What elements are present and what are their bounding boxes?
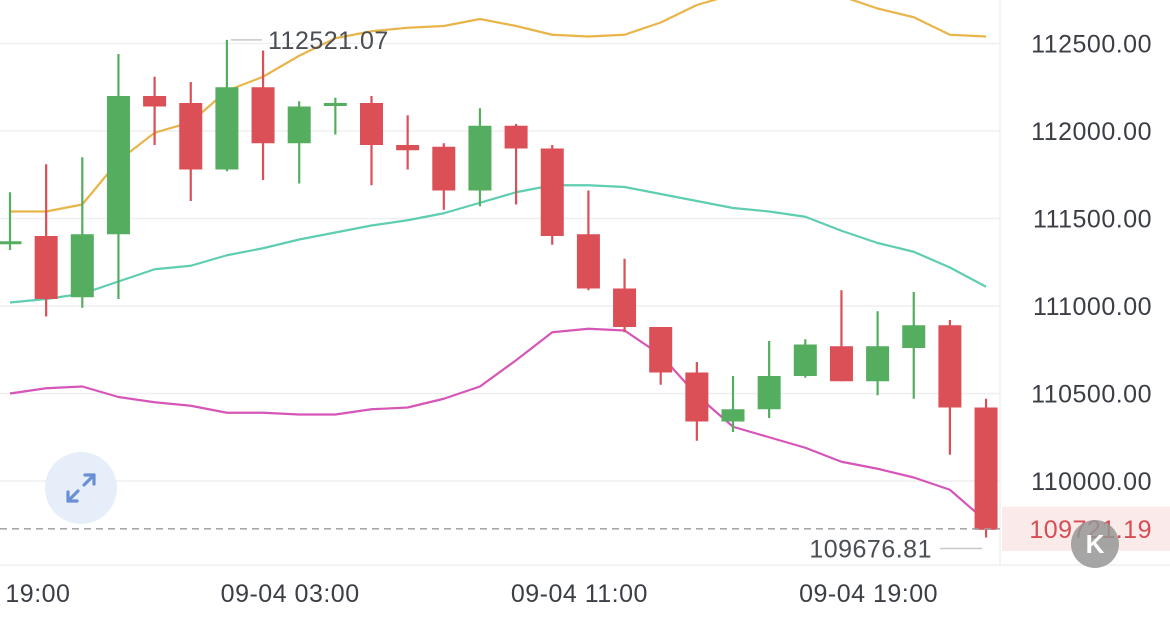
- price-tick-label: 111500.00: [1033, 206, 1152, 234]
- time-tick-label: 09-03 19:00: [0, 580, 70, 608]
- candle-body: [866, 346, 890, 382]
- candle-up: [70, 157, 94, 308]
- price-tick-label: 112000.00: [1031, 118, 1152, 146]
- candle-down: [251, 50, 275, 180]
- time-tick-label: 09-04 11:00: [511, 580, 648, 608]
- candle-body: [757, 376, 781, 410]
- candle-up: [106, 54, 130, 299]
- candle-body: [179, 103, 203, 170]
- axes: 112500.00 112000.00 111500.00 111000.00 1105…: [0, 31, 1152, 609]
- candle-up: [0, 192, 22, 250]
- grid-lines: [0, 0, 1170, 566]
- candle-body: [468, 125, 492, 191]
- candle-down: [432, 143, 456, 210]
- bollinger-lower-line: [9, 327, 987, 523]
- candle-body: [251, 87, 275, 144]
- candle-body: [613, 288, 637, 327]
- time-tick-label: 09-04 03:00: [221, 580, 360, 608]
- candle-up: [323, 97, 347, 135]
- candle-body: [649, 327, 673, 373]
- candle-down: [974, 398, 998, 538]
- candle-body: [938, 325, 962, 408]
- candle-down: [576, 190, 600, 291]
- candle-down: [396, 115, 420, 170]
- candle-body: [323, 103, 347, 106]
- candle-up: [721, 376, 745, 432]
- candle-body: [902, 325, 926, 348]
- candle-body: [685, 372, 709, 422]
- expand-button[interactable]: [45, 452, 117, 524]
- candle-down: [179, 82, 203, 201]
- candle-body: [504, 125, 528, 149]
- candle-up: [793, 339, 817, 378]
- candle-up: [287, 101, 311, 184]
- candle-down: [938, 320, 962, 455]
- candle-body: [34, 236, 58, 299]
- k-badge-button[interactable]: K: [1071, 520, 1119, 568]
- price-tick-label: 110500.00: [1031, 381, 1152, 409]
- candle-body: [0, 241, 22, 245]
- low-price-label: 109676.81: [809, 536, 932, 564]
- price-tick-label: 111000.00: [1033, 293, 1152, 321]
- time-tick-label: 09-04 19:00: [799, 580, 938, 608]
- candle-down: [540, 145, 564, 245]
- candle-body: [70, 234, 94, 298]
- expand-arrows-icon: [66, 473, 96, 503]
- candle-down: [685, 362, 709, 441]
- candle-body: [576, 234, 600, 289]
- candle-body: [287, 106, 311, 144]
- candle-body: [143, 96, 167, 107]
- candle-down: [143, 76, 167, 145]
- price-tick-label: 110000.00: [1031, 468, 1152, 496]
- candle-body: [215, 87, 239, 170]
- candle-body: [396, 145, 420, 151]
- candle-up: [757, 341, 781, 418]
- price-tick-label: 112500.00: [1031, 31, 1152, 59]
- candle-down: [829, 290, 853, 382]
- candle-body: [721, 409, 745, 422]
- bollinger-middle-line: [9, 184, 987, 304]
- bollinger-upper-line: [10, 0, 987, 213]
- k-badge-letter: K: [1085, 528, 1105, 559]
- candle-body: [793, 344, 817, 376]
- candle-down: [360, 96, 383, 186]
- candles: [0, 39, 998, 538]
- candle-up: [866, 311, 890, 396]
- candle-body: [432, 146, 456, 191]
- candle-body: [106, 96, 130, 235]
- candle-up: [902, 292, 926, 399]
- candle-up: [215, 39, 239, 172]
- candle-down: [613, 258, 637, 333]
- candle-body: [829, 346, 853, 382]
- candle-body: [540, 148, 564, 236]
- bollinger-bands: [9, 0, 987, 523]
- candle-down: [649, 327, 673, 385]
- candle-up: [468, 108, 492, 207]
- high-price-label: 112521.07: [268, 27, 389, 55]
- candle-body: [974, 407, 998, 530]
- candle-body: [360, 103, 383, 145]
- candle-down: [504, 124, 528, 205]
- candle-down: [34, 164, 58, 317]
